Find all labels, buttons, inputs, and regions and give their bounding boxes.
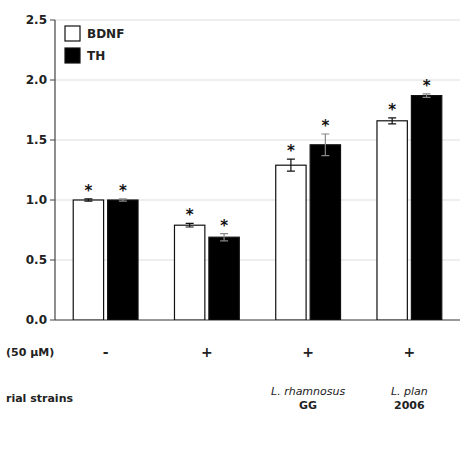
tick-mark [50,20,55,21]
significance-star: * [119,182,127,200]
error-bar [287,159,295,171]
y-axis-line [54,20,55,320]
bar [411,96,441,320]
legend: BDNF TH [65,26,124,63]
tick-mark [50,140,55,141]
annotation-line: L. plan [391,385,428,398]
tick-label: 1.0 [26,193,47,207]
bar [310,145,340,320]
bar [108,200,138,320]
significance-star: * [423,77,431,95]
significance-star: * [287,142,295,160]
annotation-line: (50 µM) [6,346,54,359]
significance-star: * [220,217,228,235]
tick-mark [50,80,55,81]
category-label: + [302,344,314,360]
category-label: + [201,344,213,360]
tick-label: 1.5 [26,133,47,147]
tick-label: 0.5 [26,253,47,267]
legend-label: TH [87,49,105,63]
annotation: rial strains [6,392,73,405]
tick-label: 2.5 [26,13,47,27]
legend-label: BDNF [87,27,124,41]
category-label: - [103,344,109,360]
bar [377,121,407,320]
legend-swatch [65,26,80,41]
error-bar [220,234,228,241]
bars [73,94,442,320]
significance-star: * [186,206,194,224]
error-bar [321,134,329,156]
tick-label: 0.0 [26,313,47,327]
tick-mark [50,200,55,201]
chart-svg: 0.0 0.5 1.0 1.5 2.0 2.5 * * * * * * * * BDNF TH - + + + (50 … [0,0,474,474]
legend-swatch [65,48,80,63]
tick-mark [50,260,55,261]
tick-label: 2.0 [26,73,47,87]
bar [209,237,239,320]
significance-star: * [388,101,396,119]
grid-line [55,20,460,21]
annotation: L. plan2006 [391,385,428,412]
significance-star: * [321,117,329,135]
annotation-line: GG [299,399,317,412]
grid-line [55,80,460,81]
y-axis: 0.0 0.5 1.0 1.5 2.0 2.5 [26,13,460,327]
tick-mark [50,320,55,321]
annotation-line: rial strains [6,392,73,405]
chart-container: 0.0 0.5 1.0 1.5 2.0 2.5 * * * * * * * * BDNF TH - + + + (50 … [0,0,474,474]
annotation: L. rhamnosusGG [271,385,345,412]
bar [276,165,306,320]
bar-annotations: * * * * * * * * [84,77,430,235]
significance-star: * [84,182,92,200]
bar [73,200,103,320]
category-label: + [404,344,416,360]
annotation-line: 2006 [394,399,425,412]
annotation-line: L. rhamnosus [271,385,345,398]
annotation: (50 µM) [6,346,54,359]
bar [174,225,204,320]
